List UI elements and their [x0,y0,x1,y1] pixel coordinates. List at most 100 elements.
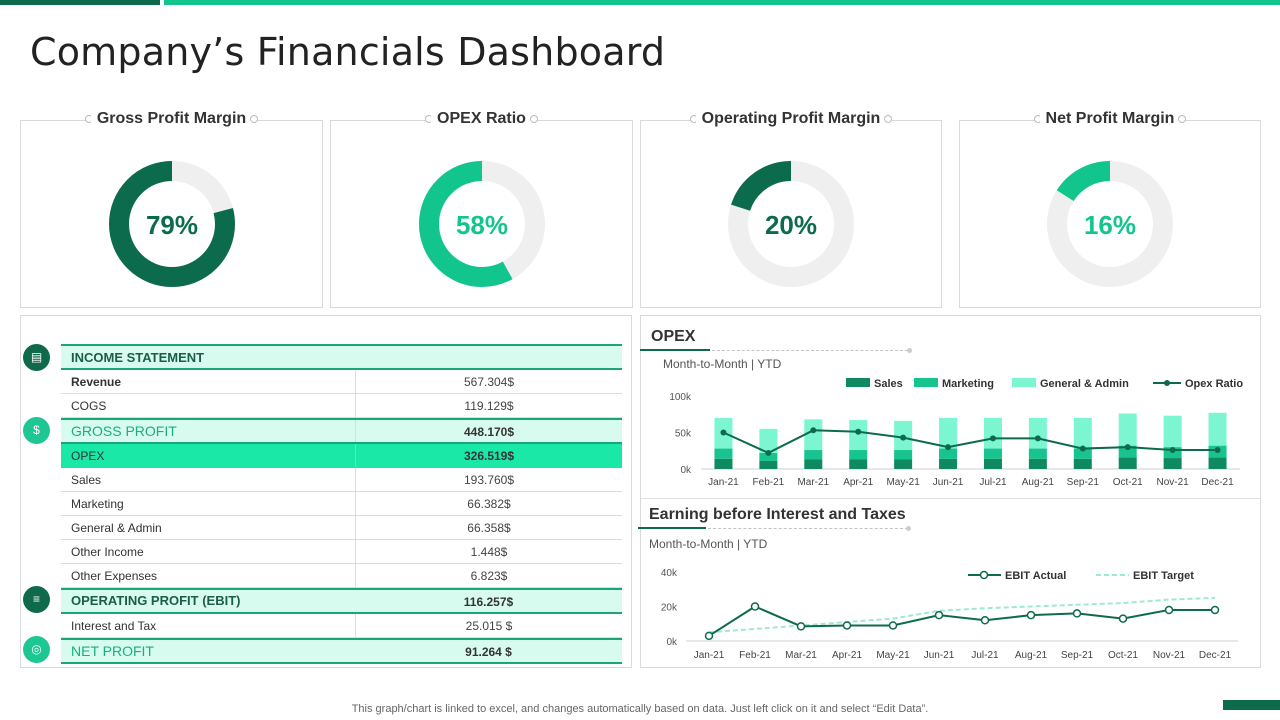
row-value: 119.129$ [355,394,622,417]
legend-swatch-dot [1164,380,1170,386]
opex-chart[interactable]: 0k 50k 100k Jan-21 Feb-21 Mar-21 Apr-21 May-21 J… [641,370,1260,495]
ebit-target-line [708,596,1216,634]
x-tick-label: Jul-21 [979,477,1007,488]
row-value: 448.170$ [355,420,622,442]
bar-sales [1028,458,1047,469]
bar-sales [939,458,958,469]
bar-general-admin [1118,413,1137,446]
bar-marketing [714,448,733,459]
opex-ratio-point [855,428,862,435]
bar-marketing [804,450,823,460]
table-row-other-income: Other Income 1.448$ [61,540,622,564]
row-label: OPEX [71,449,105,463]
footnote: This graph/chart is linked to excel, and… [351,703,929,715]
bar-marketing [849,450,868,460]
x-tick-label: Feb-21 [753,477,785,488]
x-tick-label: Jan-21 [708,477,739,488]
heading-dot-icon [907,348,912,353]
panel-divider [641,498,1260,499]
donut-value-label: 20% [765,210,817,240]
donut-value-arc [1047,161,1173,287]
top-accent-dark [0,0,160,5]
row-label: COGS [71,399,107,413]
row-label: General & Admin [71,521,162,535]
x-tick-label: Nov-21 [1153,650,1186,661]
legend-label: EBIT Target [1133,570,1194,582]
table-row-marketing: Marketing 66.382$ [61,492,622,516]
x-tick-label: Mar-21 [785,650,817,661]
x-tick-label: Feb-21 [739,650,771,661]
row-label: NET PROFIT [71,643,154,659]
donut-value-label: 16% [1084,210,1136,240]
income-statement-panel [20,315,632,668]
ebit-actual-point [704,631,714,641]
title-dot-icon [250,114,259,123]
kpi-donut-chart[interactable]: 58% [417,159,547,289]
ebit-actual-point [1026,610,1036,620]
y-tick-label: 0k [666,637,678,648]
top-accent-light [164,0,1280,5]
x-tick-label: Oct-21 [1108,650,1138,661]
row-value: 193.760$ [355,468,622,491]
kpi-title: Gross Profit Margin [90,110,253,127]
bar-marketing [939,448,958,459]
row-value: 25.015 $ [355,614,622,637]
ebit-chart-heading: Earning before Interest and Taxes [649,506,906,523]
row-label: Revenue [71,375,122,389]
opex-ratio-point [989,435,996,442]
table-row-net-profit: NET PROFIT 91.264 $ [61,638,622,664]
ebit-actual-point [796,622,806,631]
x-tick-label: Sep-21 [1061,650,1094,661]
x-tick-label: May-21 [886,477,920,488]
kpi-card-gross-profit-margin: Gross Profit Margin 79% [20,110,323,308]
row-value: 116.257$ [463,595,514,609]
kpi-title: Operating Profit Margin [695,110,887,127]
opex-ratio-point [945,444,952,451]
x-tick-label: Apr-21 [832,650,862,661]
title-dot-icon [529,114,538,123]
bar-marketing [894,450,913,460]
bar-general-admin [939,417,958,449]
donut-value-arc [418,161,545,287]
y-tick-label: 20k [661,603,678,614]
row-value: 91.264 $ [465,645,512,659]
x-tick-label: Jan-21 [694,650,725,661]
kpi-donut-chart[interactable]: 16% [1045,159,1175,289]
bar-sales [1208,457,1227,469]
kpi-donut-chart[interactable]: 79% [107,159,237,289]
legend-label: Sales [874,378,903,390]
row-label: Other Expenses [71,569,158,583]
ebit-chart[interactable]: 0k 20k 40k Jan-21 Feb-21 Mar-21 Apr-21 May-21 Ju… [641,555,1260,667]
heading-underline [638,527,706,529]
ebit-actual-point [1210,605,1220,615]
page-title: Company’s Financials Dashboard [30,30,666,74]
bar-sales [1118,457,1137,469]
opex-ratio-point [1079,445,1086,452]
opex-ratio-point [900,434,907,441]
opex-ratio-line [723,429,1218,455]
ebit-chart-subtitle: Month-to-Month | YTD [649,537,768,551]
row-value: 66.358$ [355,516,622,539]
x-tick-label: Aug-21 [1022,477,1055,488]
ebit-actual-point [980,616,990,625]
income-statement-header: INCOME STATEMENT [61,344,622,370]
x-tick-label: Sep-21 [1067,477,1100,488]
bar-marketing [1073,448,1092,459]
table-row-interest-tax: Interest and Tax 25.015 $ [61,614,622,638]
x-tick-label: Nov-21 [1157,477,1190,488]
legend-label: Opex Ratio [1185,378,1243,390]
donut-value-arc [728,161,854,287]
ebit-actual-point [934,610,944,620]
bar-sales [983,458,1002,469]
x-tick-label: Mar-21 [797,477,829,488]
kpi-donut-chart[interactable]: 20% [726,159,856,289]
money-stack-icon: ≡ [23,586,50,613]
bar-sales [804,459,823,469]
bar-sales [894,459,913,469]
row-value: 326.519$ [355,444,622,467]
ebit-actual-point [1164,605,1174,615]
table-row-opex: OPEX 326.519$ [61,444,622,468]
x-tick-label: Aug-21 [1015,650,1048,661]
legend-label: EBIT Actual [1005,570,1066,582]
x-tick-label: Oct-21 [1113,477,1143,488]
